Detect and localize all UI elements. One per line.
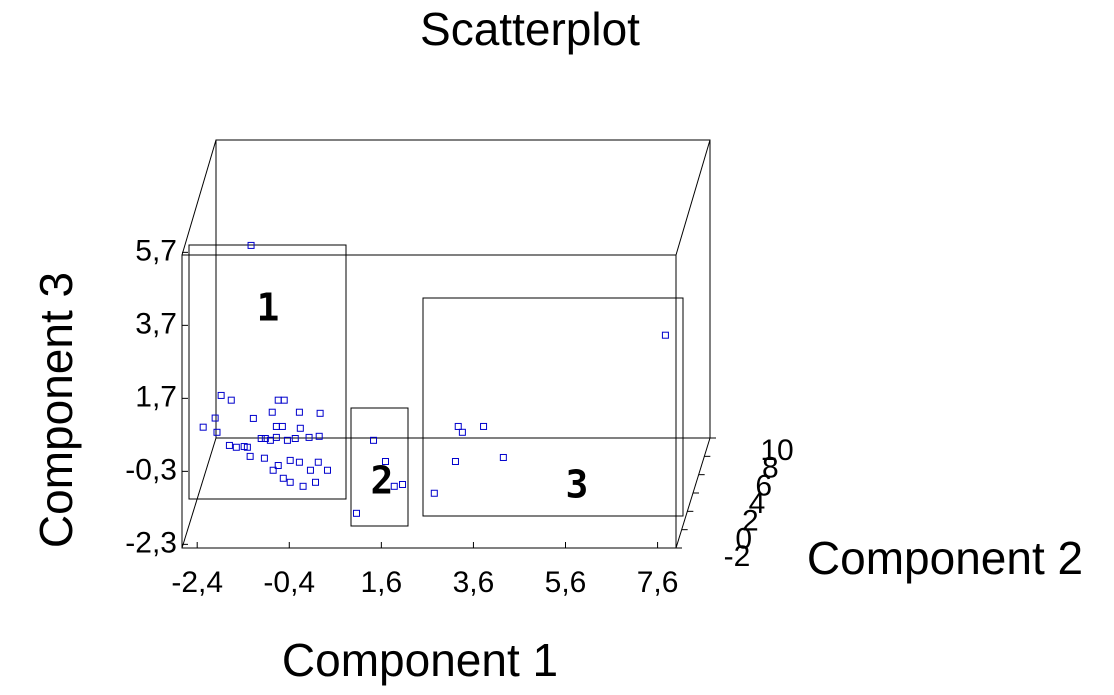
point	[312, 478, 320, 486]
point	[260, 454, 268, 462]
cluster-label: 1	[257, 286, 280, 330]
point	[299, 482, 307, 490]
point	[352, 509, 360, 517]
point	[314, 458, 322, 466]
point	[279, 474, 287, 482]
z-tick-label: 10	[760, 434, 793, 467]
point	[225, 441, 233, 449]
point	[286, 478, 294, 486]
y-tick-label: -0,3	[125, 453, 177, 486]
x-tick-label: 7,6	[637, 566, 679, 599]
point	[323, 466, 331, 474]
chart-title: Scatterplot	[420, 3, 640, 55]
z-tick-label: 6	[755, 469, 772, 502]
point	[316, 409, 324, 417]
point	[315, 432, 323, 440]
cluster-label: 3	[566, 463, 589, 507]
point	[480, 422, 488, 430]
x-tick-label: -2,4	[171, 566, 223, 599]
point	[661, 331, 669, 339]
point	[458, 428, 466, 436]
point	[370, 436, 378, 444]
point	[272, 422, 280, 430]
point	[261, 435, 269, 442]
point	[454, 422, 462, 430]
cluster-label: 2	[371, 459, 394, 503]
point	[274, 396, 282, 404]
point	[278, 422, 286, 430]
z-axis-label: Component 2	[807, 532, 1083, 584]
z-tick-label: -2	[724, 540, 751, 573]
cluster-boxes	[188, 244, 684, 527]
y-tick-label: 1,7	[135, 380, 177, 413]
point	[211, 414, 219, 422]
z-tick-label: 0	[735, 522, 752, 555]
point	[268, 408, 276, 416]
point	[381, 457, 389, 465]
point	[217, 391, 225, 399]
y-tick-label: 5,7	[135, 234, 177, 267]
point	[257, 435, 265, 442]
x-tick-label: 3,6	[453, 566, 495, 599]
point	[296, 424, 304, 432]
y-axis-label: Component 3	[30, 272, 82, 548]
point	[295, 408, 303, 416]
point	[499, 453, 507, 461]
point	[199, 423, 207, 431]
point	[390, 482, 398, 490]
plot-box	[181, 139, 711, 549]
point	[291, 435, 299, 442]
point	[280, 396, 288, 404]
z-tick-label: 8	[762, 452, 779, 485]
point	[232, 443, 240, 451]
point	[286, 456, 294, 464]
point	[399, 480, 407, 488]
point	[246, 452, 254, 460]
point	[213, 428, 221, 436]
point	[272, 433, 280, 441]
point	[227, 396, 235, 404]
x-axis-label: Component 1	[282, 634, 558, 686]
x-tick-label: 5,6	[545, 566, 587, 599]
y-tick-label: 3,7	[135, 307, 177, 340]
point	[243, 443, 251, 451]
z-tick-label: 4	[749, 487, 766, 520]
point	[305, 433, 313, 441]
x-tick-label: 1,6	[360, 566, 402, 599]
point	[249, 414, 257, 422]
point	[295, 458, 303, 466]
point	[274, 462, 282, 470]
point	[430, 489, 438, 497]
point	[247, 241, 255, 249]
point	[283, 436, 291, 444]
y-tick-label: -2,3	[125, 526, 177, 559]
point	[451, 457, 459, 465]
point	[269, 466, 277, 474]
z-tick-label: 2	[742, 505, 759, 538]
x-tick-label: -0,4	[263, 566, 315, 599]
point	[306, 466, 314, 474]
